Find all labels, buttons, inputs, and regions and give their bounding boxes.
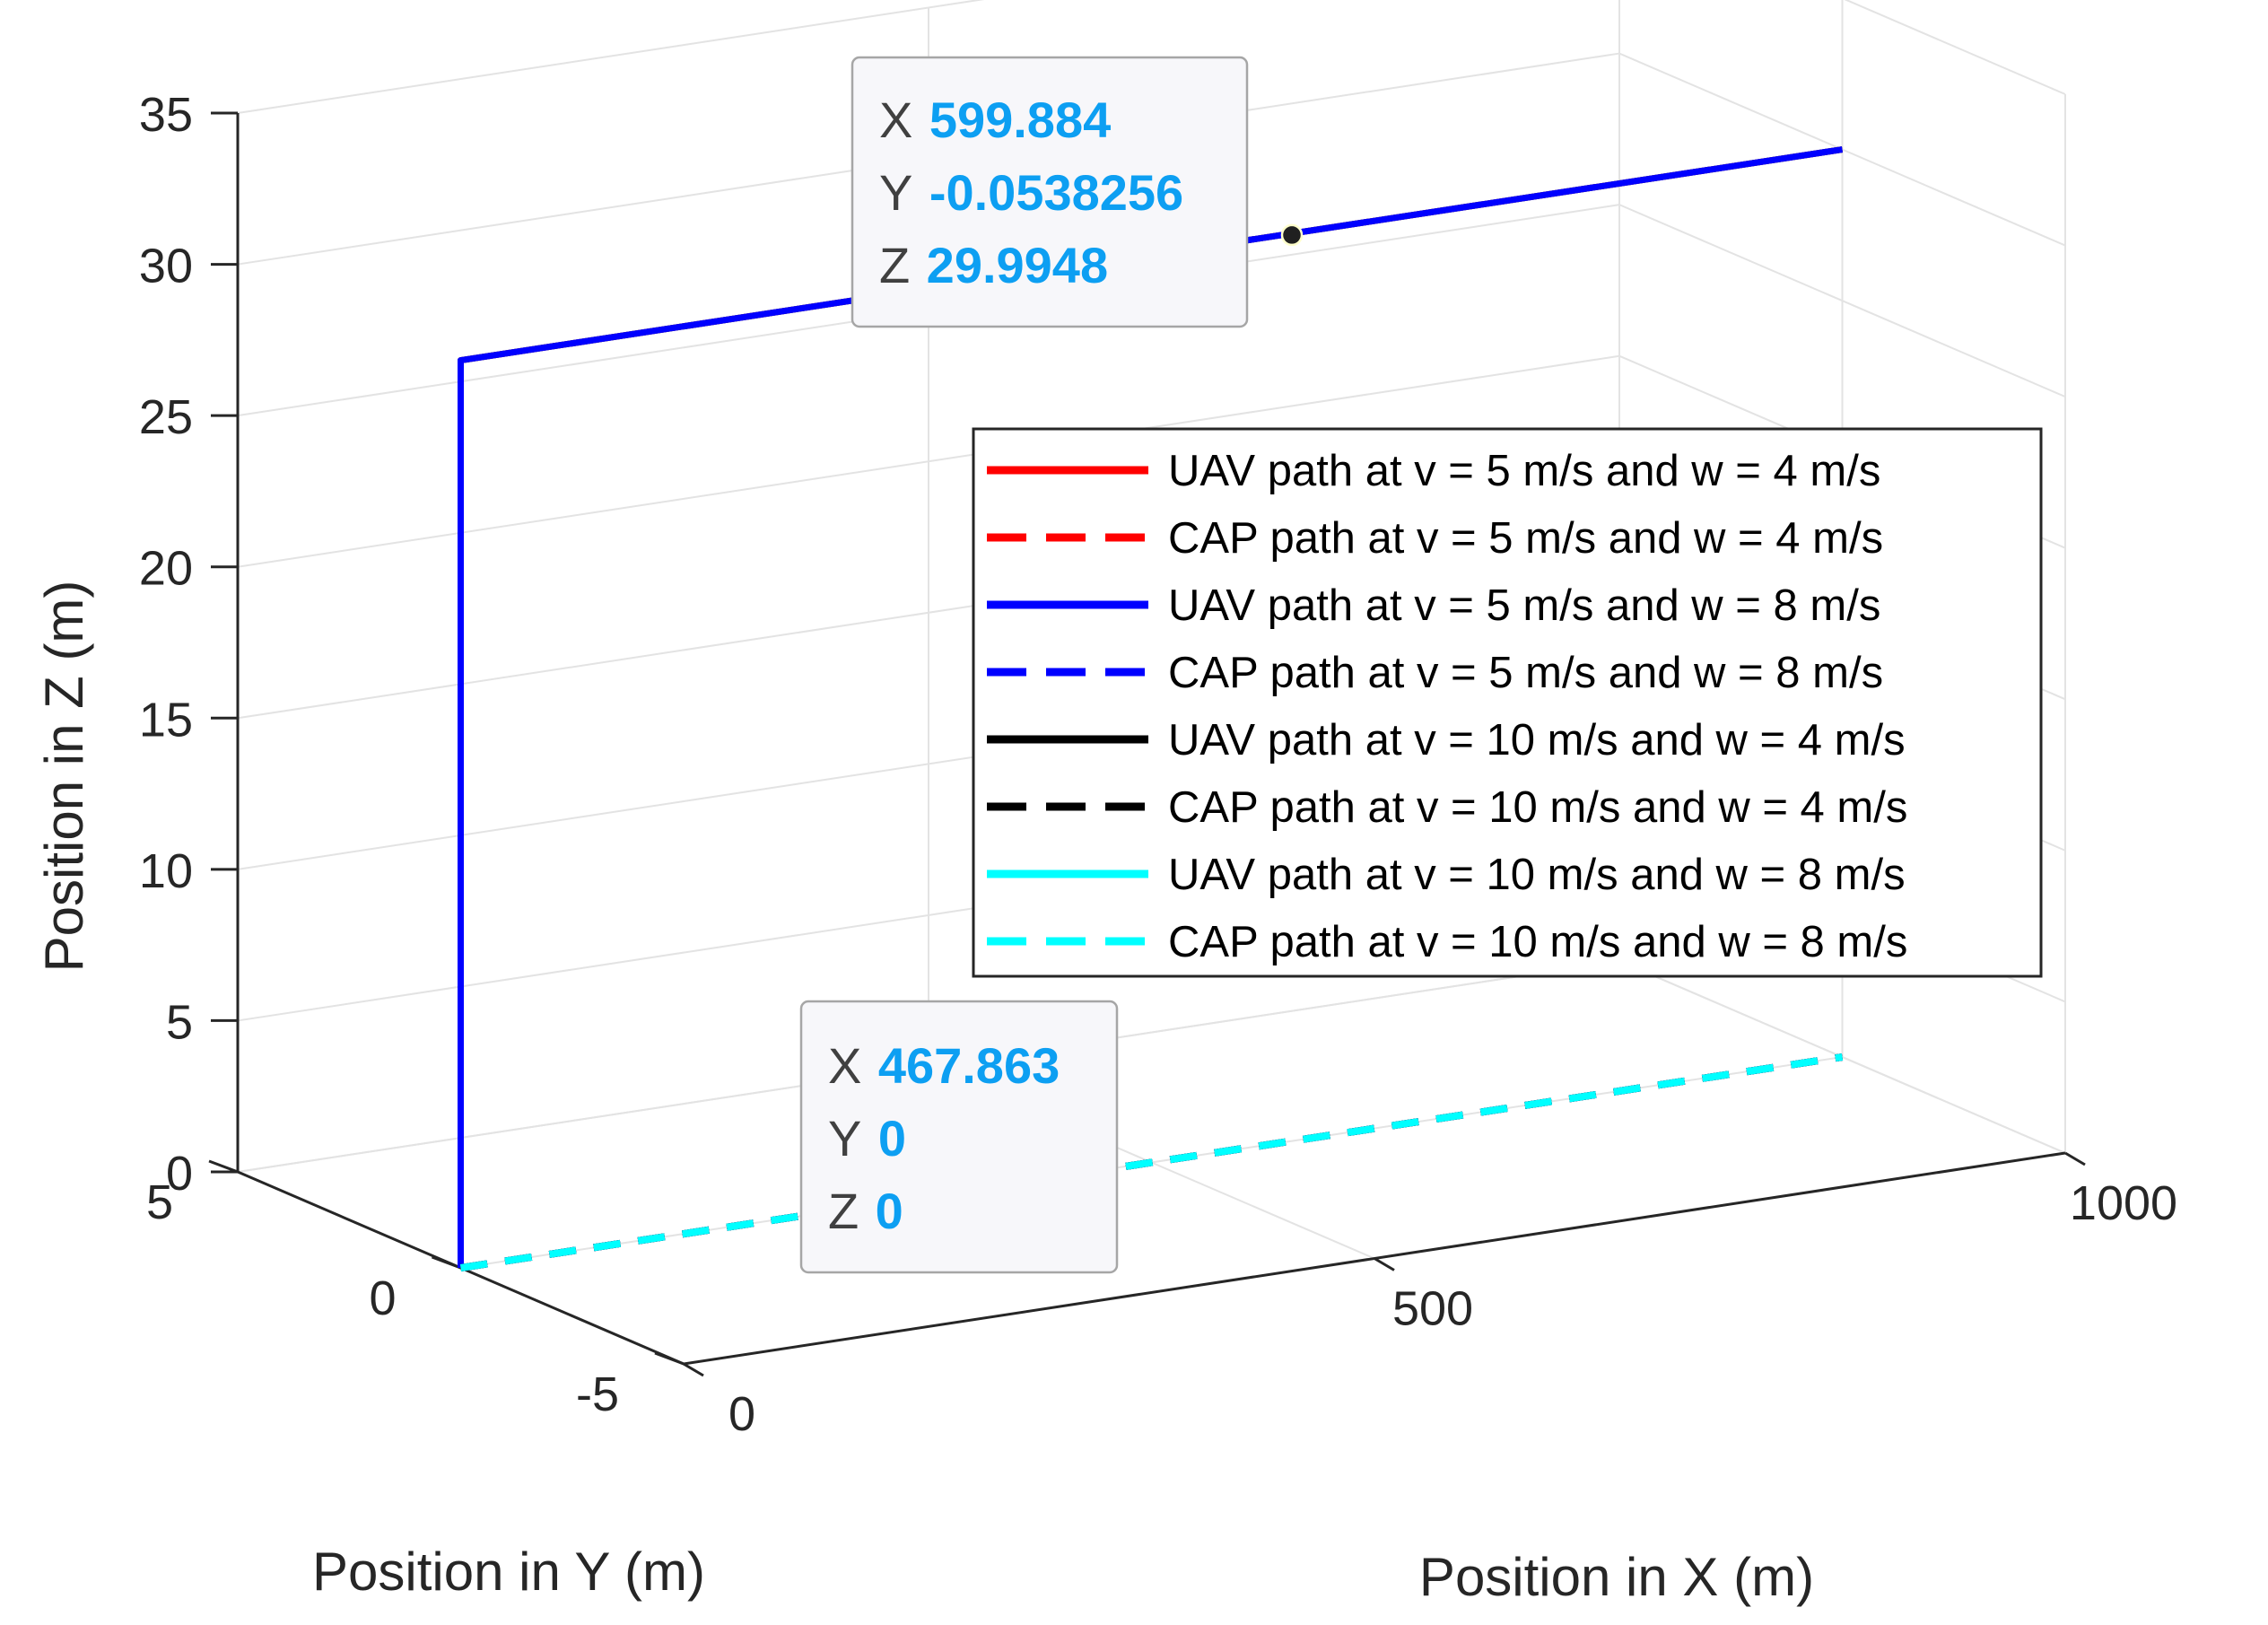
- grid-side-z-line: [1844, 0, 2066, 95]
- y-axis-title: Position in Y (m): [312, 1542, 705, 1602]
- datatip-top-box: [850, 56, 1249, 328]
- x-axis-title: Position in X (m): [1419, 1547, 1814, 1607]
- x-tick: [683, 1362, 704, 1377]
- legend-box: [972, 427, 2043, 978]
- y-tick: [431, 1255, 462, 1270]
- z-tick-label: 20: [139, 542, 193, 596]
- x-tick: [1374, 1257, 1395, 1271]
- datatip-bottom-z-row: Z 0: [828, 1183, 903, 1239]
- x-tick-label: 500: [1392, 1282, 1473, 1336]
- z-tick-label: 0: [166, 1147, 193, 1201]
- y-tick-label: 5: [146, 1175, 173, 1229]
- y-tick-label: -5: [576, 1367, 619, 1421]
- series-line-8: [459, 1053, 1844, 1271]
- grid-side-z-line: [1618, 204, 2066, 398]
- datatip-bottom-y-row: Y 0: [828, 1110, 906, 1166]
- datatip-top-z-row: Z 29.9948: [879, 237, 1108, 293]
- legend-label-3: UAV path at v = 5 m/s and w = 8 m/s: [1168, 581, 1880, 630]
- grid-back-z-line: [237, 354, 1620, 568]
- y-tick: [208, 1159, 239, 1174]
- series-line-3: [458, 146, 1844, 1268]
- y-tick-label: 0: [369, 1271, 396, 1325]
- legend-label-8: CAP path at v = 10 m/s and w = 8 m/s: [1168, 918, 1907, 966]
- y-tick: [654, 1351, 685, 1366]
- datatip-top-x-row: X 599.884: [879, 92, 1111, 148]
- z-tick-label: 15: [139, 693, 193, 747]
- grid-back-z-line: [237, 0, 985, 114]
- z-tick-label: 25: [139, 390, 193, 444]
- x-tick-label: 0: [728, 1387, 755, 1441]
- z-axis-title: Position in Z (m): [34, 581, 94, 973]
- series-layer: [458, 146, 1844, 1271]
- x-tick-label: 1000: [2070, 1176, 2177, 1230]
- legend-label-5: UAV path at v = 10 m/s and w = 4 m/s: [1168, 716, 1906, 764]
- z-tick-label: 30: [139, 240, 193, 293]
- z-tick-label: 10: [139, 844, 193, 898]
- datatip-bottom-x-row: X 467.863: [828, 1037, 1060, 1094]
- legend-label-4: CAP path at v = 5 m/s and w = 8 m/s: [1168, 649, 1883, 697]
- legend[interactable]: UAV path at v = 5 m/s and w = 4 m/s CAP p…: [972, 427, 2043, 978]
- datatip-bottom[interactable]: X 467.863 Y 0 Z 0: [799, 1000, 1119, 1274]
- z-tick-label: 5: [166, 995, 193, 1049]
- datatip-top[interactable]: X 599.884 Y -0.0538256 Z 29.9948: [850, 56, 1249, 328]
- x-tick: [2064, 1151, 2086, 1166]
- z-tick-label: 35: [139, 88, 193, 142]
- datatip-marker-1[interactable]: [1280, 223, 1304, 247]
- datatip-top-y-row: Y -0.0538256: [879, 164, 1183, 221]
- legend-label-6: CAP path at v = 10 m/s and w = 4 m/s: [1168, 783, 1907, 832]
- legend-label-2: CAP path at v = 5 m/s and w = 4 m/s: [1168, 514, 1883, 563]
- legend-label-1: UAV path at v = 5 m/s and w = 4 m/s: [1168, 447, 1880, 495]
- legend-label-7: UAV path at v = 10 m/s and w = 8 m/s: [1168, 851, 1906, 899]
- datatip-bottom-box: [799, 1000, 1119, 1274]
